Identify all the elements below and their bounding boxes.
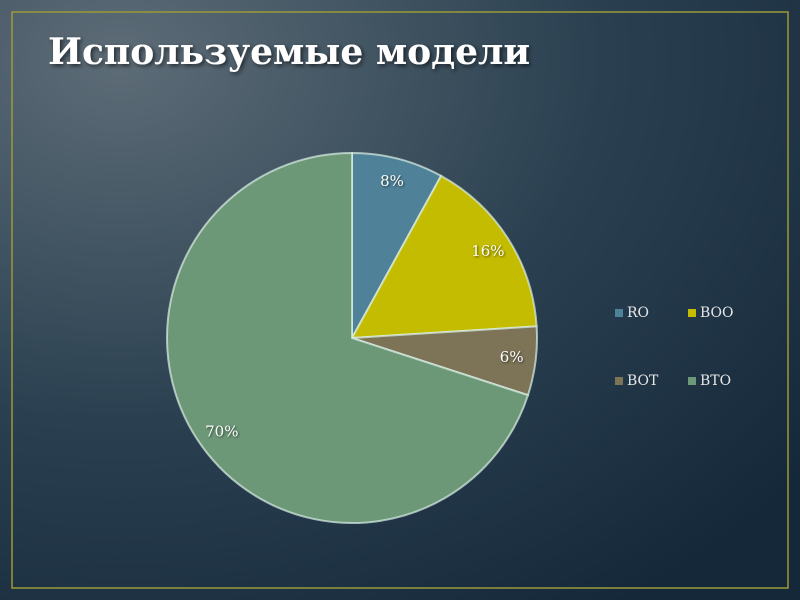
legend-label: BOO [700,305,734,321]
legend-marker [688,377,696,385]
pie-slice [351,151,443,339]
data-label: 8% [380,172,404,190]
legend-marker [688,309,696,317]
legend-label: RO [627,305,649,321]
legend-label: BTO [700,373,731,389]
data-label: 70% [205,423,238,441]
legend-marker [615,309,623,317]
pie [166,151,538,524]
pie-slice [350,174,538,340]
legend-marker [615,377,623,385]
chart-title: Используемые модели [48,31,530,73]
data-label: 16% [471,242,504,260]
legend-label: BOT [627,373,659,389]
frame [11,11,789,589]
pie-slice [166,151,530,524]
data-label: 6% [500,348,524,366]
